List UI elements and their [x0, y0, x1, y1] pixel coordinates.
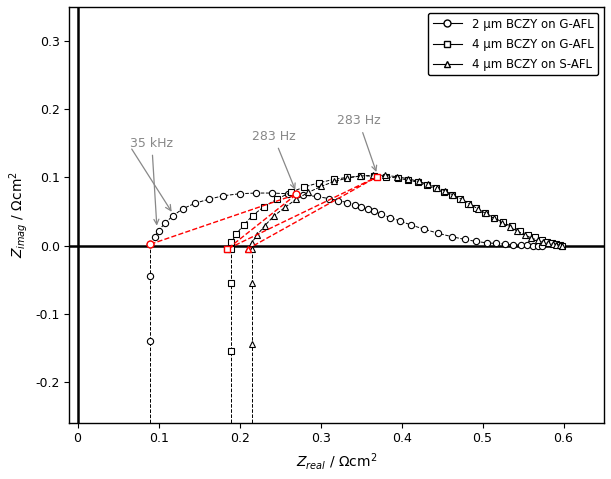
Text: 283 Hz: 283 Hz	[252, 130, 295, 189]
X-axis label: $Z_{real}$ / $\Omega$cm$^2$: $Z_{real}$ / $\Omega$cm$^2$	[296, 451, 378, 472]
Text: 283 Hz: 283 Hz	[337, 114, 381, 171]
Y-axis label: $Z_{imag}$ / $\Omega$cm$^2$: $Z_{imag}$ / $\Omega$cm$^2$	[7, 171, 30, 258]
Text: 35 kHz: 35 kHz	[130, 137, 174, 224]
Legend: 2 μm BCZY on G-AFL, 4 μm BCZY on G-AFL, 4 μm BCZY on S-AFL: 2 μm BCZY on G-AFL, 4 μm BCZY on G-AFL, …	[428, 13, 598, 76]
